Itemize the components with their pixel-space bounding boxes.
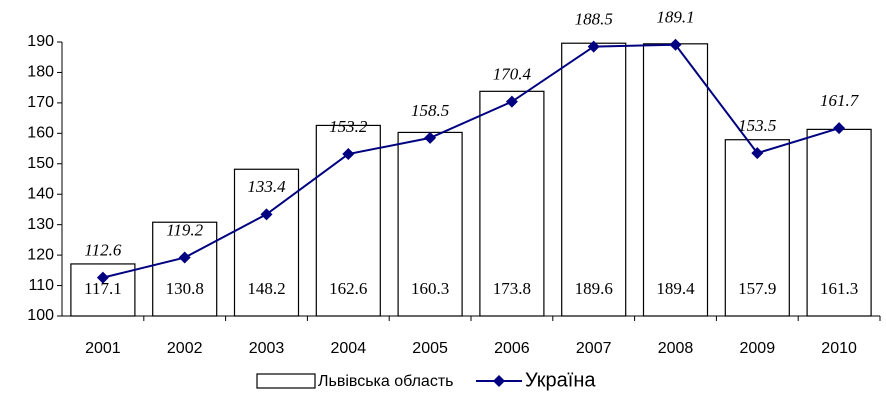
y-tick-label: 170 <box>27 94 54 111</box>
y-tick-label: 140 <box>27 185 54 202</box>
bar-value-label: 173.8 <box>493 279 531 298</box>
line-marker <box>833 122 846 135</box>
legend-label: Україна <box>525 369 596 391</box>
line-marker <box>751 147 764 160</box>
y-tick-label: 120 <box>27 246 54 263</box>
y-tick-label: 190 <box>27 33 54 50</box>
y-tick-label: 150 <box>27 155 54 172</box>
line-value-label: 153.5 <box>738 116 776 135</box>
line-marker <box>587 40 600 53</box>
bar-value-label: 148.2 <box>247 279 285 298</box>
line-marker <box>424 131 437 144</box>
x-tick-label: 2005 <box>412 340 448 357</box>
bar-value-label: 117.1 <box>84 279 122 298</box>
line-value-label: 119.2 <box>166 220 203 239</box>
bar <box>724 139 790 317</box>
x-tick-label: 2004 <box>331 340 367 357</box>
bar <box>233 168 300 317</box>
line-value-label: 161.7 <box>820 91 860 110</box>
bar <box>152 221 218 317</box>
y-tick-label: 130 <box>27 216 54 233</box>
bar-value-label: 189.4 <box>656 279 695 298</box>
bar-value-label: 162.6 <box>329 279 367 298</box>
legend-label: Львівська область <box>318 373 453 390</box>
x-tick-label: 2009 <box>740 340 776 357</box>
x-tick-label: 2008 <box>658 340 694 357</box>
bar-value-label: 130.8 <box>166 279 204 298</box>
bar <box>642 43 709 317</box>
line-marker <box>178 251 191 264</box>
bar-value-label: 157.9 <box>738 279 776 298</box>
bar <box>806 128 872 317</box>
y-tick-label: 180 <box>27 64 54 81</box>
line-marker <box>260 208 273 221</box>
x-tick-label: 2007 <box>576 340 612 357</box>
line-value-label: 188.5 <box>575 9 613 28</box>
bar <box>561 42 627 317</box>
y-tick-label: 110 <box>28 277 54 294</box>
bar-value-label: 189.6 <box>575 279 613 298</box>
line-marker <box>342 148 355 161</box>
bar-value-label: 161.3 <box>820 279 858 298</box>
line-value-label: 133.4 <box>247 177 286 196</box>
line-marker <box>669 38 682 51</box>
line-value-label: 189.1 <box>656 8 694 27</box>
x-tick-label: 2006 <box>494 340 530 357</box>
legend-marker <box>493 375 505 387</box>
bar <box>479 90 545 317</box>
line-value-label: 158.5 <box>411 101 449 120</box>
x-tick-label: 2001 <box>85 340 121 357</box>
line-value-label: 112.6 <box>84 241 121 260</box>
bar-value-label: 160.3 <box>411 279 449 298</box>
x-tick-label: 2002 <box>167 340 203 357</box>
y-tick-label: 100 <box>27 307 54 324</box>
line-value-label: 170.4 <box>493 65 532 84</box>
y-tick-label: 160 <box>27 125 54 142</box>
line <box>102 43 840 279</box>
line-marker <box>96 271 109 284</box>
line-marker <box>505 95 518 108</box>
x-tick-label: 2003 <box>249 340 285 357</box>
line-value-label: 153.2 <box>329 117 368 136</box>
x-tick-label: 2010 <box>821 340 857 357</box>
legend-swatch <box>256 373 316 389</box>
